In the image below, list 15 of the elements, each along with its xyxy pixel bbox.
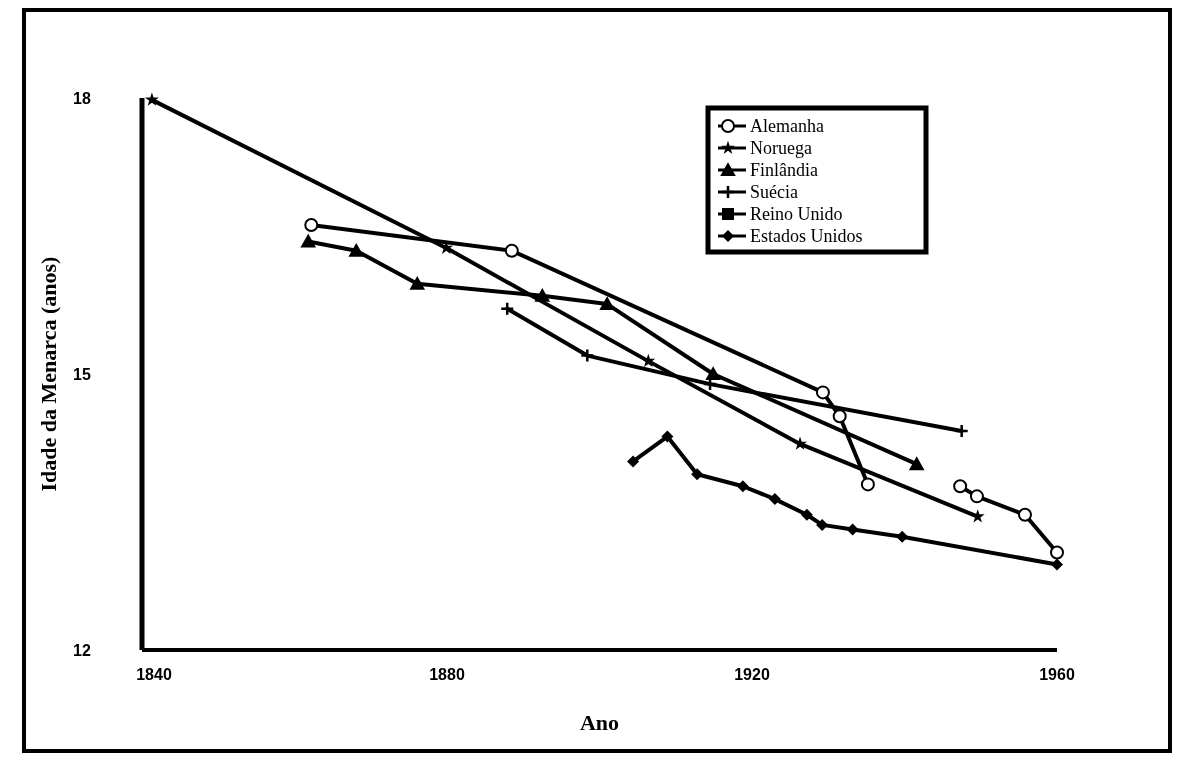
y-axis-title: Idade da Menarca (anos) bbox=[36, 256, 61, 492]
x-tick-label: 1880 bbox=[429, 666, 465, 683]
legend-label: Finlândia bbox=[750, 160, 818, 180]
legend-label: Alemanha bbox=[750, 116, 824, 136]
legend-label: Estados Unidos bbox=[750, 226, 863, 246]
legend-label: Noruega bbox=[750, 138, 812, 158]
y-tick-label: 18 bbox=[73, 90, 91, 107]
x-tick-label: 1960 bbox=[1039, 666, 1075, 683]
legend-label: Reino Unido bbox=[750, 204, 843, 224]
legend-label: Suécia bbox=[750, 182, 798, 202]
x-tick-label: 1920 bbox=[734, 666, 770, 683]
y-tick-label: 15 bbox=[73, 366, 91, 383]
x-tick-label: 1840 bbox=[136, 666, 172, 683]
y-tick-label: 12 bbox=[73, 642, 91, 659]
x-axis-title: Ano bbox=[579, 710, 620, 735]
